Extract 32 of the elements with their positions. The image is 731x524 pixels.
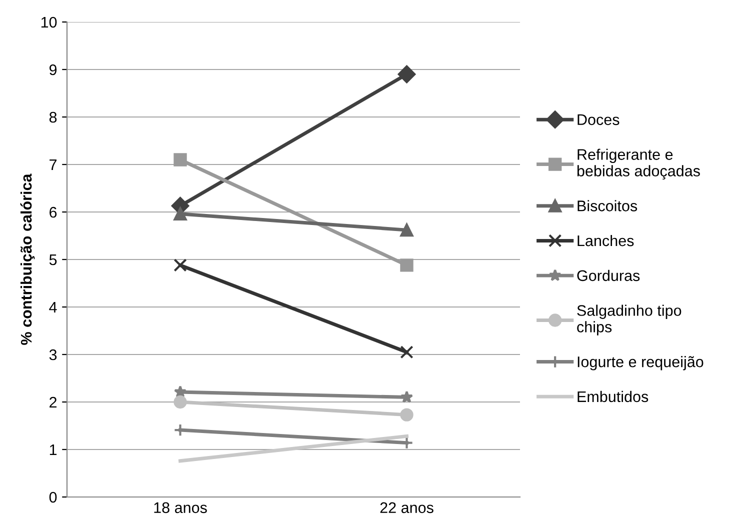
x-tick-label: 22 anos bbox=[380, 502, 434, 514]
y-tick-label: 9 bbox=[50, 64, 57, 76]
y-tick-label: 8 bbox=[49, 112, 57, 123]
point bbox=[400, 223, 414, 237]
legend-label: Doces bbox=[578, 114, 620, 126]
y-tick-label: 5 bbox=[49, 254, 57, 266]
y-tick-label: 3 bbox=[49, 349, 57, 360]
y-tick-label: 6 bbox=[50, 206, 57, 218]
y-tick-label: 4 bbox=[49, 302, 57, 313]
point bbox=[400, 346, 414, 359]
y-axis-title: % contribuição calórica bbox=[20, 174, 35, 345]
y-tick-label: 7 bbox=[50, 160, 57, 170]
legend-label: Lanches bbox=[578, 234, 634, 246]
legend-label: Gorduras bbox=[577, 270, 640, 282]
x-tick-label: 18 anos bbox=[154, 502, 207, 514]
y-tick-label: 10 bbox=[41, 16, 57, 28]
point bbox=[174, 207, 187, 220]
legend-label: Salgadinho tipo chips bbox=[577, 304, 682, 336]
y-tick-label: 1 bbox=[50, 444, 57, 456]
legend-label: Embutidos bbox=[578, 390, 648, 402]
point bbox=[174, 258, 187, 272]
legend-label: Refrigerante e bebidas adoçadas bbox=[577, 148, 700, 180]
point bbox=[174, 153, 187, 166]
y-tick-label: 0 bbox=[49, 492, 57, 503]
legend-label: Iogurte e requeijão bbox=[578, 356, 704, 370]
point bbox=[400, 408, 414, 422]
point bbox=[400, 258, 414, 272]
point bbox=[400, 390, 414, 403]
point bbox=[174, 395, 187, 409]
point bbox=[398, 65, 416, 84]
y-tick-label: 2 bbox=[50, 396, 57, 408]
legend-label: Biscoitos bbox=[578, 200, 638, 212]
